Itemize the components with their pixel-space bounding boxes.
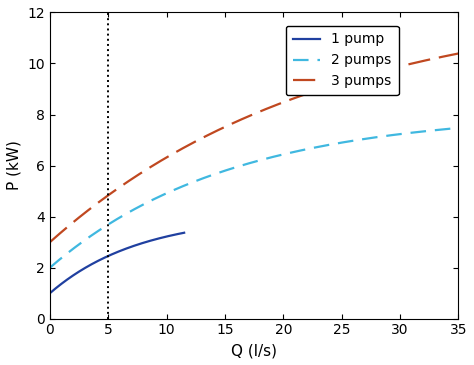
2 pumps <box>119 214 125 218</box>
1 pump <box>64 278 69 283</box>
3 pumps <box>456 51 461 56</box>
1 pump <box>144 239 150 244</box>
2 pumps <box>47 265 53 270</box>
1 pump <box>132 243 137 248</box>
2 pumps <box>232 165 237 170</box>
X-axis label: Q (l/s): Q (l/s) <box>231 343 277 358</box>
1 pump <box>145 239 150 244</box>
3 pumps <box>288 97 293 102</box>
2 pumps <box>288 150 293 155</box>
3 pumps <box>232 120 237 124</box>
1 pump <box>47 291 53 295</box>
1 pump <box>100 256 106 261</box>
3 pumps <box>152 162 158 166</box>
Legend: 1 pump, 2 pumps, 3 pumps: 1 pump, 2 pumps, 3 pumps <box>286 26 399 95</box>
3 pumps <box>119 183 125 188</box>
Line: 1 pump: 1 pump <box>50 233 184 293</box>
2 pumps <box>355 138 360 142</box>
2 pumps <box>152 196 158 201</box>
Y-axis label: P (kW): P (kW) <box>7 141 22 191</box>
Line: 3 pumps: 3 pumps <box>50 54 458 242</box>
3 pumps <box>47 240 53 244</box>
1 pump <box>91 261 97 265</box>
2 pumps <box>456 126 461 130</box>
3 pumps <box>320 86 326 91</box>
3 pumps <box>355 76 360 80</box>
1 pump <box>181 231 187 235</box>
Line: 2 pumps: 2 pumps <box>50 128 458 268</box>
2 pumps <box>320 144 326 148</box>
